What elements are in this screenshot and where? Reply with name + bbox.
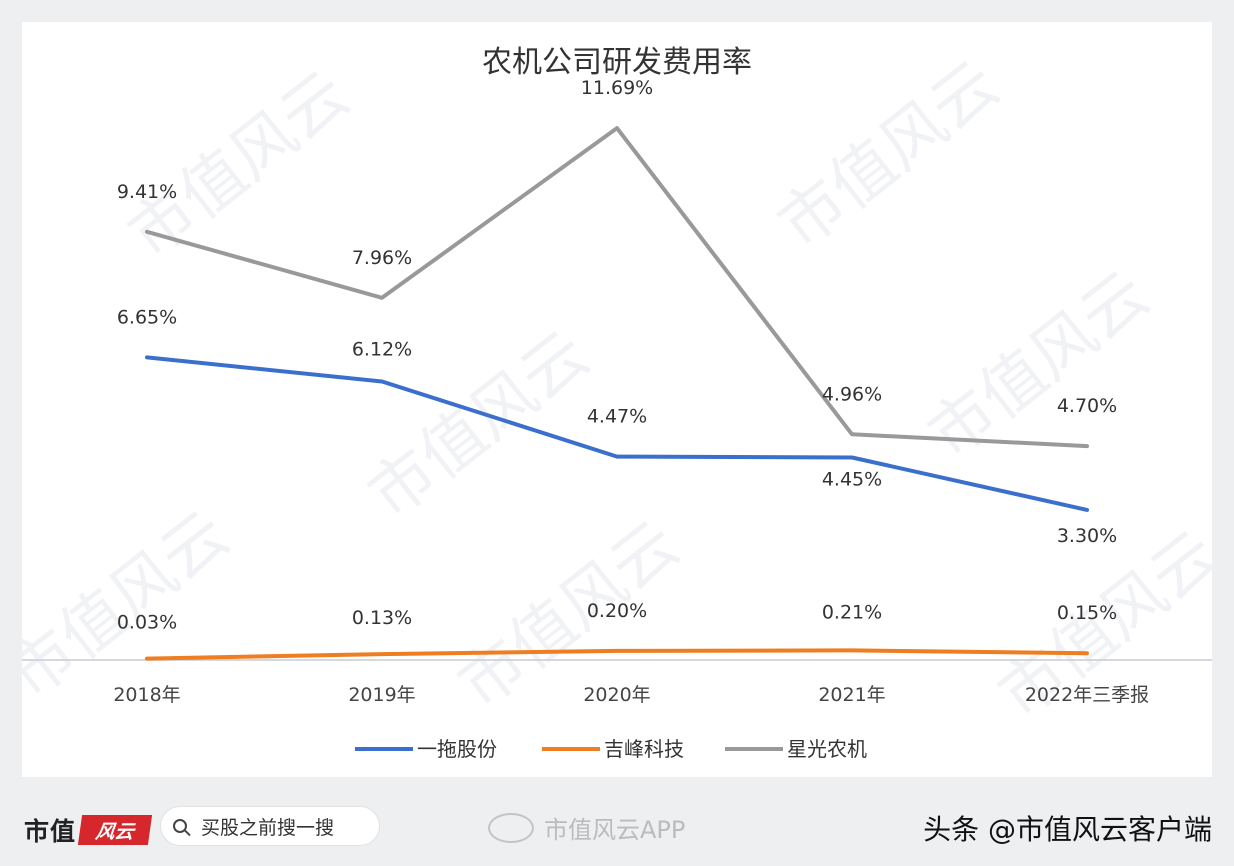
- chart-card: 市值风云 市值风云 市值风云 市值风云 市值风云 市值风云 市值风云 农机公司研发费用率 2…: [22, 22, 1212, 777]
- series-lines: [145, 126, 1089, 661]
- data-label: 11.69%: [581, 77, 653, 99]
- series-line-2: [145, 648, 1089, 661]
- data-label: 6.12%: [352, 339, 412, 361]
- search-icon: [173, 819, 187, 833]
- data-label: 7.96%: [352, 247, 412, 269]
- watermark-text: 市值风云: [445, 507, 692, 723]
- data-label: 0.20%: [587, 600, 647, 622]
- footer-bar: 市值 风云 买股之前搜一搜 市值风云APP 头条 @市值风云客户端: [0, 790, 1234, 866]
- data-label: 6.65%: [117, 306, 177, 328]
- data-label: 4.47%: [587, 406, 647, 428]
- x-tick-label: 2021年: [818, 684, 885, 706]
- search-placeholder: 买股之前搜一搜: [201, 816, 335, 839]
- data-label: 9.41%: [117, 181, 177, 203]
- series-line-1: [145, 355, 1089, 512]
- watermark-text: 市值风云: [22, 497, 243, 713]
- x-tick-label: 2022年三季报: [1025, 684, 1149, 706]
- x-tick-label: 2019年: [348, 684, 415, 706]
- watermark-text: 市值风云: [115, 57, 362, 273]
- weibo-watermark: 市值风云APP: [488, 810, 685, 845]
- weibo-text: 市值风云APP: [544, 816, 686, 844]
- data-label: 0.15%: [1057, 602, 1117, 624]
- series-line-3: [145, 126, 1089, 449]
- legend-label: 吉峰科技: [604, 737, 684, 761]
- data-label: 0.03%: [117, 612, 177, 634]
- brand-logo-badge: 风云: [77, 815, 153, 845]
- data-label: 3.30%: [1057, 525, 1117, 547]
- brand-logo: 市值 风云: [24, 812, 153, 848]
- legend: 一拖股份 吉峰科技 星光农机: [355, 737, 867, 761]
- source-credit: 头条 @市值风云客户端: [923, 813, 1212, 846]
- weibo-icon: [488, 812, 534, 843]
- search-box[interactable]: 买股之前搜一搜: [160, 806, 380, 846]
- data-label: 4.96%: [822, 383, 882, 405]
- data-label: 4.45%: [822, 469, 882, 491]
- legend-label: 一拖股份: [417, 737, 497, 761]
- data-labels: 6.65% 6.12% 4.47% 4.45% 3.30% 0.03% 0.13% 0.20%…: [117, 77, 1117, 634]
- data-label: 0.21%: [822, 601, 882, 623]
- brand-text: 市值: [24, 817, 77, 846]
- x-axis: 2018年 2019年 2020年 2021年 2022年三季报: [113, 684, 1149, 706]
- x-tick-label: 2018年: [113, 684, 180, 706]
- chart-title: 农机公司研发费用率: [482, 45, 752, 80]
- legend-label: 星光农机: [787, 737, 867, 761]
- data-label: 4.70%: [1057, 395, 1117, 417]
- watermark-text: 市值风云: [765, 47, 1012, 263]
- data-label: 0.13%: [352, 607, 412, 629]
- x-tick-label: 2020年: [583, 684, 650, 706]
